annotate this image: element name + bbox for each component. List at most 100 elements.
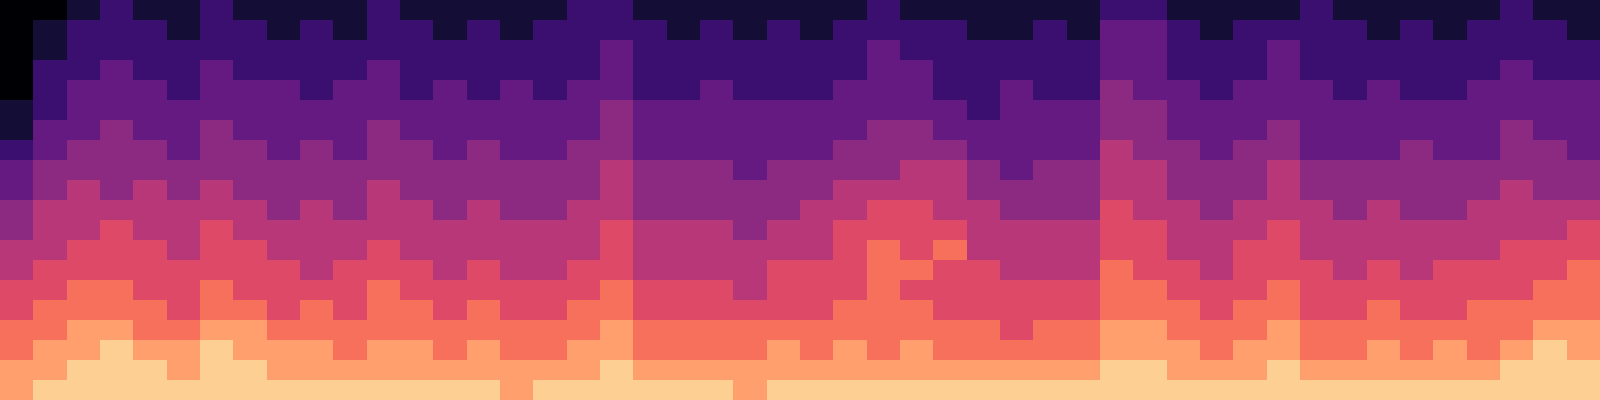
cell bbox=[1367, 300, 1401, 321]
cell bbox=[0, 220, 34, 241]
cell bbox=[900, 40, 934, 61]
cell bbox=[133, 380, 167, 400]
cell bbox=[300, 80, 334, 101]
cell bbox=[733, 100, 767, 121]
cell bbox=[467, 320, 501, 341]
cell bbox=[133, 340, 167, 361]
cell bbox=[700, 380, 734, 400]
cell bbox=[400, 320, 434, 341]
cell bbox=[833, 200, 867, 221]
cell bbox=[1300, 120, 1334, 141]
cell bbox=[1067, 80, 1101, 101]
cell bbox=[767, 220, 801, 241]
cell bbox=[200, 100, 234, 121]
cell bbox=[467, 140, 501, 161]
cell bbox=[1533, 140, 1567, 161]
cell bbox=[733, 280, 767, 301]
cell bbox=[1067, 300, 1101, 321]
cell bbox=[200, 280, 234, 301]
cell bbox=[567, 360, 601, 381]
cell bbox=[333, 100, 367, 121]
cell bbox=[867, 240, 901, 261]
cell bbox=[367, 40, 401, 61]
cell bbox=[1400, 40, 1434, 61]
cell bbox=[1200, 220, 1234, 241]
cell bbox=[600, 80, 634, 101]
cell bbox=[1233, 360, 1267, 381]
cell bbox=[1533, 260, 1567, 281]
cell bbox=[0, 320, 34, 341]
cell bbox=[1200, 240, 1234, 261]
cell bbox=[267, 180, 301, 201]
cell bbox=[900, 100, 934, 121]
cell bbox=[733, 340, 767, 361]
cell bbox=[500, 260, 534, 281]
cell bbox=[600, 140, 634, 161]
cell bbox=[1467, 200, 1501, 221]
cell bbox=[1333, 200, 1367, 221]
cell bbox=[767, 320, 801, 341]
cell bbox=[1067, 100, 1101, 121]
cell bbox=[1300, 200, 1334, 221]
cell bbox=[667, 220, 701, 241]
cell bbox=[733, 160, 767, 181]
cell bbox=[1100, 280, 1134, 301]
cell bbox=[167, 340, 201, 361]
cell bbox=[433, 40, 467, 61]
cell bbox=[933, 320, 967, 341]
cell bbox=[967, 380, 1001, 400]
cell bbox=[633, 180, 667, 201]
cell bbox=[300, 20, 334, 41]
cell bbox=[300, 300, 334, 321]
cell bbox=[667, 380, 701, 400]
cell bbox=[700, 20, 734, 41]
cell bbox=[833, 340, 867, 361]
cell bbox=[1267, 100, 1301, 121]
cell bbox=[1033, 160, 1067, 181]
cell bbox=[1167, 140, 1201, 161]
cell bbox=[67, 260, 101, 281]
cell bbox=[367, 320, 401, 341]
cell bbox=[233, 20, 267, 41]
cell bbox=[600, 240, 634, 261]
cell bbox=[700, 140, 734, 161]
cell bbox=[133, 80, 167, 101]
cell bbox=[1367, 320, 1401, 341]
cell bbox=[900, 60, 934, 81]
cell bbox=[1000, 240, 1034, 261]
cell bbox=[467, 20, 501, 41]
cell bbox=[367, 120, 401, 141]
cell bbox=[333, 380, 367, 400]
cell bbox=[1133, 320, 1167, 341]
cell bbox=[1167, 320, 1201, 341]
cell bbox=[467, 180, 501, 201]
cell bbox=[1567, 160, 1600, 181]
cell bbox=[900, 0, 934, 21]
cell bbox=[467, 40, 501, 61]
cell bbox=[1233, 200, 1267, 221]
cell bbox=[633, 120, 667, 141]
cell bbox=[133, 280, 167, 301]
cell bbox=[433, 320, 467, 341]
cell bbox=[733, 240, 767, 261]
cell bbox=[500, 100, 534, 121]
cell bbox=[0, 0, 34, 21]
cell bbox=[233, 60, 267, 81]
cell bbox=[700, 60, 734, 81]
cell bbox=[33, 280, 67, 301]
cell bbox=[100, 160, 134, 181]
cell bbox=[1433, 280, 1467, 301]
cell bbox=[600, 100, 634, 121]
cell bbox=[100, 120, 134, 141]
cell bbox=[933, 180, 967, 201]
cell bbox=[33, 160, 67, 181]
cell bbox=[1467, 240, 1501, 261]
cell bbox=[1300, 60, 1334, 81]
cell bbox=[533, 240, 567, 261]
cell bbox=[300, 280, 334, 301]
cell bbox=[567, 140, 601, 161]
cell bbox=[1200, 160, 1234, 181]
cell bbox=[467, 340, 501, 361]
cell bbox=[300, 140, 334, 161]
cell bbox=[167, 180, 201, 201]
